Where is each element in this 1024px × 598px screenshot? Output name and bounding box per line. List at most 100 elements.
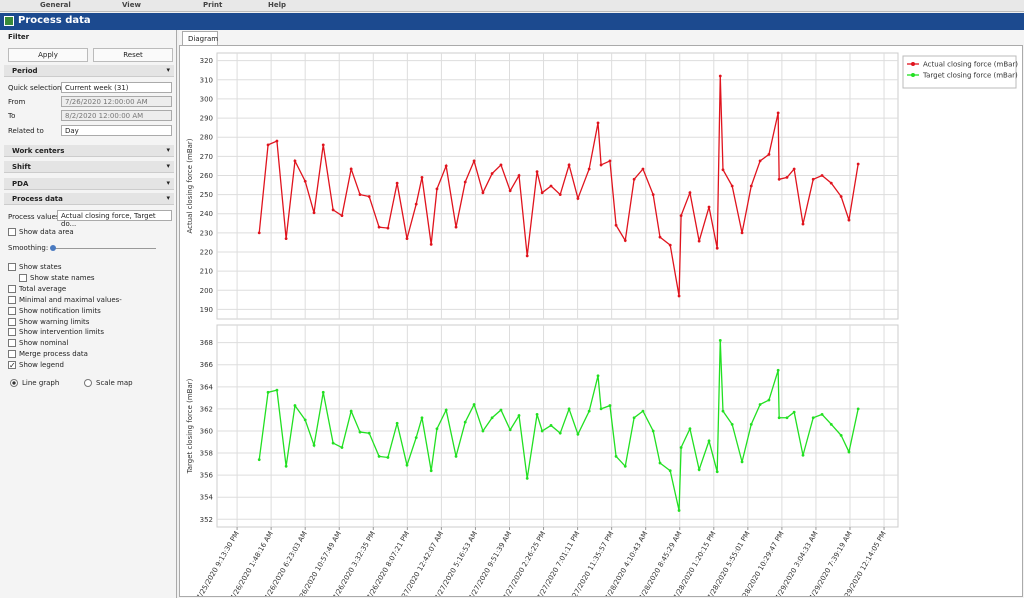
data-point [576, 197, 580, 200]
y-tick-label: 250 [200, 191, 213, 199]
slider-thumb[interactable] [50, 245, 56, 251]
data-point [651, 193, 655, 197]
data-point [679, 214, 683, 218]
label: Quick selection [8, 84, 62, 92]
data-point [785, 175, 789, 179]
data-point [517, 414, 521, 417]
checkbox[interactable] [8, 295, 16, 304]
y-tick-label: 260 [200, 172, 213, 180]
data-point [847, 218, 851, 222]
data-point [632, 177, 636, 181]
y-tick-label: 280 [200, 134, 213, 142]
plot-area [216, 52, 899, 320]
data-point [587, 409, 591, 413]
y-axis-label: Actual closing force (mBar) [186, 138, 194, 233]
legend [902, 55, 1017, 89]
checkbox[interactable] [8, 306, 16, 315]
legend-label: Actual closing force (mBar) [923, 61, 1018, 69]
data-point [454, 454, 458, 458]
menu-item[interactable]: Help [268, 1, 287, 9]
data-point [266, 390, 270, 394]
y-tick-label: 364 [200, 383, 214, 391]
checkbox[interactable] [19, 273, 27, 282]
data-point [668, 469, 672, 473]
data-point [596, 121, 600, 125]
data-point [303, 179, 307, 183]
legend-label: Target closing force (mBar) [922, 72, 1018, 80]
data-point [293, 159, 297, 163]
data-point [535, 413, 539, 416]
series-line [258, 75, 859, 297]
checkbox[interactable] [8, 350, 16, 359]
checkbox[interactable] [8, 263, 16, 271]
data-point [444, 164, 448, 168]
data-point [614, 223, 618, 227]
label: From [8, 98, 26, 106]
data-point [801, 453, 805, 457]
data-point [715, 246, 719, 250]
dropdown[interactable]: Actual closing force, Target do... [57, 210, 172, 228]
checkbox[interactable] [8, 328, 16, 337]
data-point [340, 214, 344, 218]
data-point [275, 388, 279, 392]
data-point [331, 441, 335, 445]
data-point [792, 167, 796, 171]
tab[interactable]: Diagram [182, 31, 218, 45]
data-point [587, 167, 591, 171]
dropdown[interactable]: Day [61, 125, 172, 136]
checkbox[interactable] [8, 339, 16, 348]
data-point [776, 368, 780, 372]
section-header[interactable]: Process data [4, 193, 174, 205]
y-tick-label: 310 [200, 76, 213, 84]
menu-item[interactable]: View [122, 1, 141, 9]
data-point [688, 427, 692, 431]
label: Related to [8, 127, 44, 135]
data-point [386, 226, 390, 230]
apply-button[interactable]: Apply [8, 48, 88, 62]
reset-button[interactable]: Reset [93, 48, 173, 62]
data-point [405, 463, 409, 467]
date-field[interactable]: 8/2/2020 12:00:00 AM [61, 110, 172, 121]
y-tick-label: 290 [200, 115, 213, 123]
menu-item[interactable]: General [40, 1, 71, 9]
checkbox[interactable] [8, 317, 16, 326]
checkbox[interactable] [8, 284, 16, 293]
menu-item[interactable]: Print [203, 1, 223, 9]
legend-marker [911, 73, 915, 77]
data-point [481, 429, 485, 433]
data-point [463, 180, 467, 184]
filter-title: Filter [8, 33, 30, 41]
data-point [632, 416, 636, 420]
label: Process values [8, 213, 60, 221]
section-header[interactable]: Work centers [4, 145, 174, 157]
date-field[interactable]: 7/26/2020 12:00:00 AM [61, 96, 172, 107]
data-point [312, 211, 316, 215]
radio[interactable] [84, 379, 92, 387]
data-point [429, 242, 433, 246]
data-point [596, 374, 600, 378]
dropdown[interactable]: Current week (31) [61, 82, 172, 93]
data-point [767, 153, 771, 156]
radio[interactable] [10, 379, 18, 387]
data-point [792, 410, 796, 414]
data-point [623, 464, 627, 468]
data-point [284, 237, 288, 241]
data-point [508, 189, 512, 193]
menu-bar: General View Print Help [0, 0, 1024, 12]
checkbox-label: Show notification limits [19, 306, 101, 315]
data-point [349, 167, 353, 171]
data-point [767, 398, 771, 402]
data-point [599, 163, 603, 167]
data-point [444, 408, 448, 412]
data-point [266, 143, 270, 147]
checkbox[interactable]: ✓ [8, 361, 16, 371]
checkbox[interactable] [8, 228, 16, 236]
data-point [321, 390, 325, 394]
section-header[interactable]: PDA [4, 178, 174, 190]
section-header[interactable]: Period [4, 65, 174, 77]
data-point [777, 416, 781, 420]
section-header[interactable]: Shift [4, 161, 174, 173]
data-point [856, 162, 860, 166]
checkbox-label: Show intervention limits [19, 328, 104, 337]
data-point [847, 450, 851, 454]
